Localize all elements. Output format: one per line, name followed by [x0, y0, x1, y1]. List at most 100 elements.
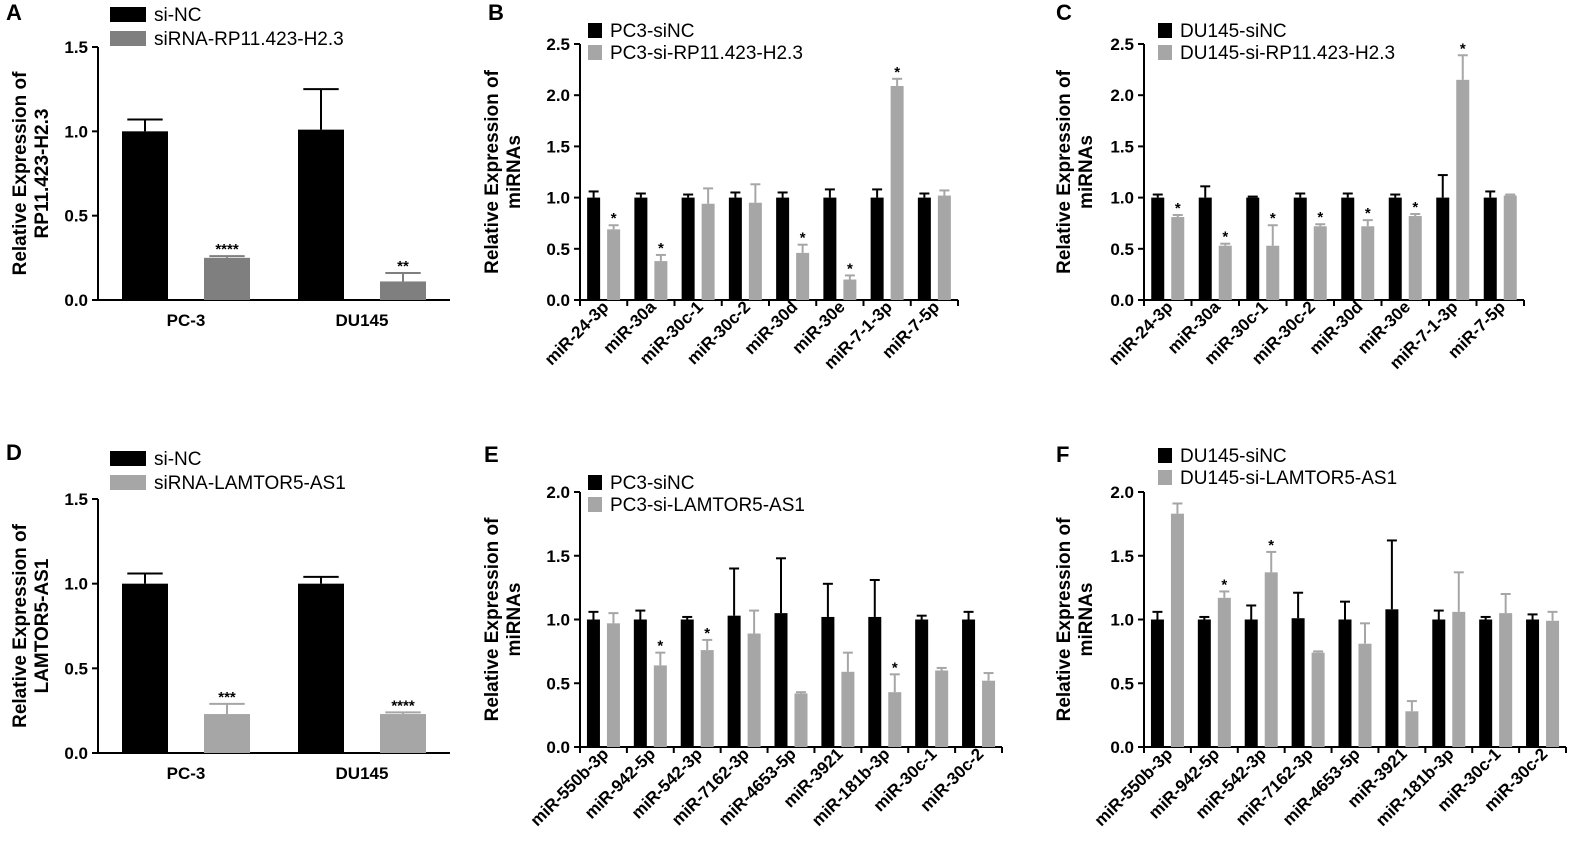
- bar: [701, 203, 715, 300]
- y-tick-label: 1.5: [546, 547, 570, 566]
- y-tick-label: 1.0: [64, 575, 88, 594]
- legend-swatch: [1158, 470, 1172, 485]
- panel-letter: F: [1056, 442, 1069, 467]
- y-axis-label-line: Relative Expression of: [1054, 69, 1075, 273]
- y-tick-label: 2.0: [546, 86, 570, 105]
- bar: [1503, 195, 1517, 300]
- bar: [1361, 226, 1375, 300]
- y-axis-label: Relative Expression ofRP11.423-H2.3: [10, 71, 53, 275]
- y-tick-label: 0.5: [1110, 674, 1134, 693]
- bar: [1483, 197, 1497, 300]
- y-axis-label: Relative Expression ofmiRNAs: [1054, 517, 1097, 721]
- bar: [774, 613, 788, 747]
- y-axis-label-line: Relative Expression of: [10, 71, 31, 275]
- legend-swatch: [588, 497, 602, 512]
- significance-mark: *: [1365, 205, 1371, 222]
- significance-mark: *: [1175, 200, 1181, 217]
- bar: [606, 623, 620, 747]
- x-tick-label: DU145: [336, 311, 389, 330]
- bar: [1385, 609, 1399, 747]
- bar: [1291, 618, 1305, 747]
- significance-mark: *: [1460, 40, 1466, 57]
- bar: [870, 197, 884, 300]
- bar: [1499, 613, 1513, 747]
- bar: [890, 85, 904, 300]
- y-tick-label: 2.0: [1110, 86, 1134, 105]
- y-tick-label: 0.0: [1110, 291, 1134, 310]
- y-axis-label-line: RP11.423-H2.3: [32, 109, 53, 239]
- y-tick-label: 2.0: [1110, 483, 1134, 502]
- significance-mark: *: [704, 625, 710, 642]
- bar: [917, 197, 931, 300]
- significance-mark: ****: [391, 697, 415, 714]
- bar: [962, 619, 976, 747]
- y-axis-label: Relative Expression ofmiRNAs: [482, 517, 525, 721]
- bar: [700, 650, 714, 747]
- legend-label: si-NC: [154, 449, 202, 470]
- bar: [122, 583, 168, 753]
- bar: [1456, 79, 1470, 300]
- bar: [681, 197, 695, 300]
- legend-swatch: [110, 31, 146, 46]
- legend-label: DU145-siNC: [1180, 446, 1287, 467]
- significance-mark: *: [1268, 537, 1274, 554]
- bar: [1244, 619, 1258, 747]
- y-axis-label-line: miRNAs: [504, 583, 525, 657]
- bar: [1405, 711, 1419, 747]
- bar: [1170, 513, 1184, 747]
- y-axis-label-line: miRNAs: [504, 135, 525, 209]
- bar: [823, 197, 837, 300]
- legend-label: PC3-siNC: [610, 21, 694, 42]
- legend-label: si-NC: [154, 5, 202, 26]
- panel-letter: A: [6, 0, 22, 25]
- legend-label: PC3-siNC: [610, 473, 694, 494]
- bar: [841, 671, 855, 747]
- legend-label: DU145-siNC: [1180, 21, 1287, 42]
- y-tick-label: 1.0: [1110, 611, 1134, 630]
- bar: [728, 197, 742, 300]
- legend-swatch: [588, 45, 602, 60]
- y-tick-label: 1.0: [546, 611, 570, 630]
- bar: [1546, 620, 1560, 747]
- bar: [1311, 652, 1325, 747]
- legend-swatch: [1158, 448, 1172, 463]
- y-tick-label: 2.0: [546, 483, 570, 502]
- significance-mark: *: [1221, 576, 1227, 593]
- legend-swatch: [1158, 23, 1172, 38]
- bar: [122, 131, 168, 300]
- y-tick-label: 1.5: [64, 490, 88, 509]
- bar: [298, 583, 344, 753]
- significance-mark: *: [894, 64, 900, 81]
- x-tick-label: PC-3: [167, 764, 206, 783]
- significance-mark: *: [892, 659, 898, 676]
- panel-letter: B: [488, 0, 504, 25]
- bar: [1436, 197, 1450, 300]
- bar: [1358, 643, 1372, 747]
- bar: [1218, 245, 1232, 300]
- y-tick-label: 1.5: [1110, 137, 1134, 156]
- bar: [653, 665, 667, 747]
- bar: [586, 619, 600, 747]
- bar: [982, 680, 996, 747]
- legend-swatch: [588, 475, 602, 490]
- bar: [935, 670, 949, 747]
- bar: [937, 195, 951, 300]
- significance-mark: *: [800, 230, 806, 247]
- y-axis-label: Relative Expression ofLAMTOR5-AS1: [10, 523, 53, 727]
- y-axis-label-line: Relative Expression of: [482, 69, 503, 273]
- bar: [888, 692, 902, 747]
- legend-swatch: [588, 23, 602, 38]
- panel-letter: D: [6, 440, 22, 465]
- y-tick-label: 1.5: [1110, 547, 1134, 566]
- bar: [1479, 619, 1493, 747]
- significance-mark: *: [611, 210, 617, 227]
- bar: [204, 257, 250, 300]
- bar: [380, 714, 426, 753]
- bar: [633, 619, 647, 747]
- y-axis-label-line: miRNAs: [1076, 135, 1097, 209]
- bar: [634, 197, 648, 300]
- bar: [1217, 597, 1231, 747]
- bar: [587, 197, 601, 300]
